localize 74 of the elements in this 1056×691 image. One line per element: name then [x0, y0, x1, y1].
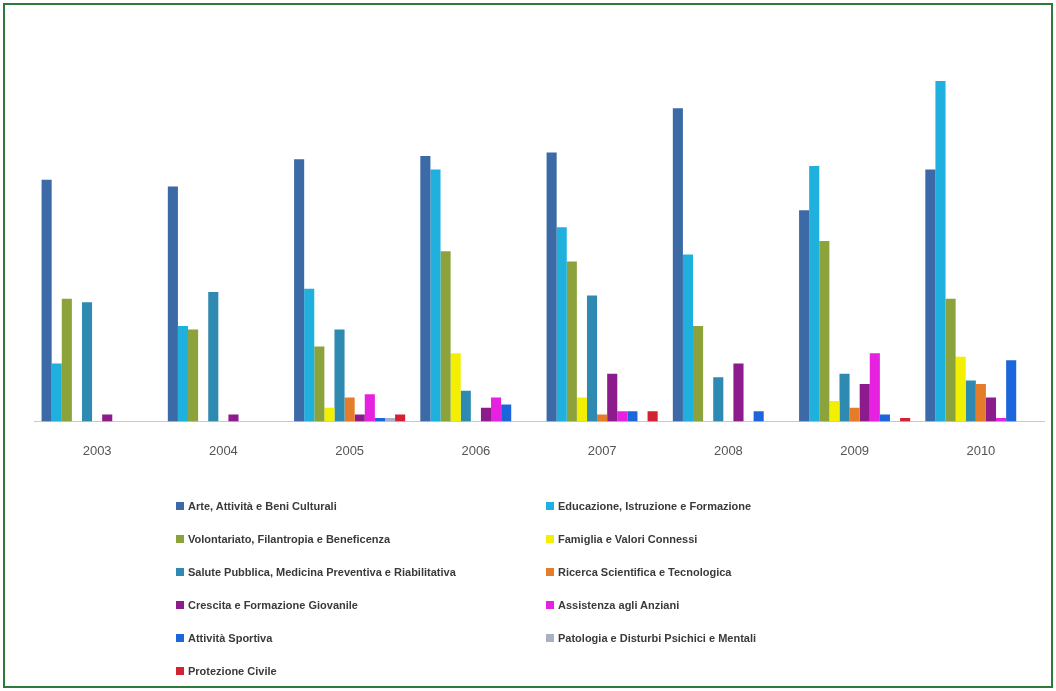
bar — [586, 295, 598, 422]
bar — [829, 400, 840, 422]
bar — [546, 152, 557, 422]
legend-label: Salute Pubblica, Medicina Preventiva e Riabilitativa — [188, 565, 456, 578]
bar — [480, 407, 492, 422]
bar — [819, 240, 830, 422]
bar — [51, 363, 62, 422]
x-tick-label: 2010 — [966, 442, 996, 458]
bar — [955, 356, 966, 422]
bar — [556, 227, 567, 422]
legend-label: Famiglia e Valori Connessi — [558, 532, 698, 545]
bar — [713, 377, 724, 422]
bar — [334, 329, 345, 422]
bar — [430, 169, 441, 422]
x-tick-label: 2007 — [587, 442, 617, 458]
bar — [364, 394, 375, 422]
legend-label: Arte, Attività e Beni Culturali — [188, 499, 337, 512]
bar — [607, 373, 618, 422]
bar — [167, 186, 178, 422]
bar — [188, 329, 199, 422]
x-tick-label: 2005 — [335, 442, 365, 458]
bar — [733, 363, 744, 422]
x-tick-label: 2003 — [82, 442, 112, 458]
legend-label: Protezione Civile — [188, 664, 277, 677]
bar — [682, 254, 694, 422]
bar — [935, 81, 946, 422]
bar — [208, 292, 219, 422]
bar — [753, 411, 764, 422]
bar — [61, 298, 72, 422]
bar — [945, 298, 956, 422]
bar — [849, 407, 860, 422]
x-tick-label: 2009 — [840, 442, 870, 458]
bar — [314, 346, 325, 422]
bar — [647, 411, 658, 422]
bar — [839, 373, 850, 422]
bar — [975, 383, 986, 422]
x-tick-label: 2008 — [713, 442, 743, 458]
bar — [799, 210, 810, 422]
legend-label: Volontariato, Filantropia e Beneficenza — [188, 532, 391, 545]
bar — [1006, 360, 1017, 422]
bar — [177, 326, 189, 422]
bar — [41, 179, 52, 422]
bar — [420, 155, 431, 422]
bar — [450, 353, 461, 422]
bar — [985, 397, 997, 422]
bar — [440, 251, 451, 422]
bar — [228, 414, 239, 422]
bar — [965, 380, 976, 422]
legend-label: Attività Sportiva — [188, 631, 273, 644]
bar — [344, 397, 355, 422]
bar — [491, 397, 502, 422]
legend-label: Patologia e Disturbi Psichici e Mentali — [558, 631, 757, 644]
bar — [501, 404, 512, 422]
bar — [672, 108, 683, 422]
bar — [566, 261, 577, 422]
legend-label: Crescita e Formazione Giovanile — [188, 598, 358, 611]
legend-label: Assistenza agli Anziani — [558, 598, 680, 611]
bar — [693, 326, 704, 422]
bar — [869, 353, 880, 422]
bar — [324, 407, 335, 422]
bar — [576, 397, 587, 422]
bar — [925, 169, 936, 422]
bar — [617, 411, 628, 422]
legend-label: Educazione, Istruzione e Formazione — [558, 499, 752, 512]
bar — [294, 159, 305, 422]
legend-label: Ricerca Scientifica e Tecnologica — [558, 565, 732, 578]
bar — [460, 390, 471, 422]
bar — [859, 383, 870, 422]
bar — [809, 166, 820, 422]
bar — [627, 411, 638, 422]
bar — [304, 288, 315, 422]
bar — [81, 302, 93, 422]
x-tick-label: 2004 — [208, 442, 238, 458]
x-tick-label: 2006 — [461, 442, 491, 458]
